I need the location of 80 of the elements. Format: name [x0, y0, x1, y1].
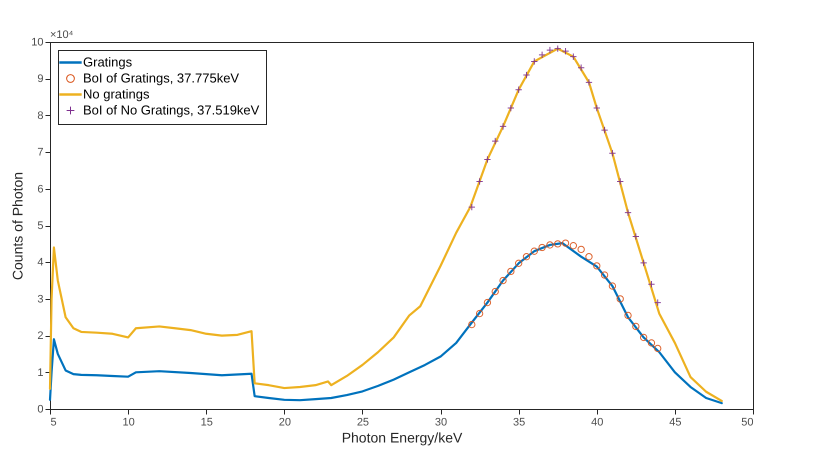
legend-label: BoI of Gratings, 37.775keV [83, 70, 240, 86]
point [515, 86, 522, 94]
y-axis-title: Counts of Photon [9, 172, 26, 280]
x-tick-label: 20 [278, 416, 291, 428]
x-tick-label: 40 [591, 416, 604, 428]
point [648, 280, 656, 288]
y-tick-label: 5 [37, 220, 44, 232]
point [654, 344, 662, 352]
x-tick-label: 45 [669, 416, 682, 428]
point [570, 53, 578, 60]
point [593, 262, 600, 270]
y-tick-label: 9 [37, 73, 44, 86]
legend-label: No gratings [83, 86, 150, 102]
point [499, 276, 507, 284]
line-series [48, 242, 723, 404]
y-tick-label: 7 [37, 146, 44, 159]
point [530, 248, 538, 255]
point [468, 320, 476, 328]
point [522, 71, 530, 79]
line-series [48, 48, 723, 402]
point [593, 104, 600, 112]
point [640, 259, 648, 267]
point [654, 298, 662, 306]
point [585, 253, 593, 260]
point [468, 203, 476, 211]
point [492, 288, 499, 296]
y-tick-label: 10 [31, 36, 44, 48]
point [484, 156, 492, 164]
legend-label: Gratings [83, 54, 133, 70]
point [522, 253, 530, 260]
x-axis-title: Photon Energy/keV [342, 430, 463, 446]
point [476, 178, 484, 186]
point [585, 78, 593, 86]
x-tick-label: 15 [200, 416, 213, 428]
point [608, 150, 616, 157]
y-tick-label: 1 [37, 366, 44, 379]
legend-label: BoI of No Gratings, 37.519keV [83, 102, 260, 118]
x-tick-label: 35 [513, 416, 526, 428]
point [538, 51, 546, 59]
y-tick-label: 2 [37, 330, 44, 342]
point [562, 48, 570, 55]
y-tick-label: 0 [37, 404, 44, 416]
point [632, 232, 640, 240]
point [507, 104, 515, 112]
point [538, 244, 546, 252]
point [546, 241, 554, 249]
point [632, 322, 640, 330]
point [616, 295, 624, 303]
point [624, 312, 632, 320]
point [476, 310, 484, 318]
point [554, 44, 562, 52]
x-tick-label: 5 [50, 416, 57, 428]
point [600, 126, 608, 134]
point [554, 240, 562, 248]
x-tick-label: 25 [356, 416, 370, 428]
x-tick-label: 10 [122, 416, 135, 428]
y-tick-label: 4 [37, 256, 44, 269]
point [648, 339, 656, 347]
point [507, 268, 515, 276]
y-tick-label: 8 [37, 110, 44, 122]
point [515, 260, 522, 267]
point [600, 271, 608, 279]
point [499, 122, 507, 130]
point [640, 334, 648, 342]
point [562, 239, 570, 247]
point [530, 58, 538, 66]
point [484, 298, 492, 306]
x-tick-label: 30 [434, 416, 448, 428]
y-tick-label: 6 [37, 183, 44, 196]
point [492, 137, 499, 145]
text: ×10⁴ [50, 29, 74, 41]
point [577, 246, 585, 254]
y-tick-label: 3 [37, 293, 44, 306]
x-tick-label: 50 [741, 416, 754, 428]
point [577, 64, 585, 72]
point [624, 208, 632, 216]
point [608, 282, 616, 290]
point [616, 178, 624, 186]
point [546, 46, 554, 54]
point [570, 242, 578, 250]
